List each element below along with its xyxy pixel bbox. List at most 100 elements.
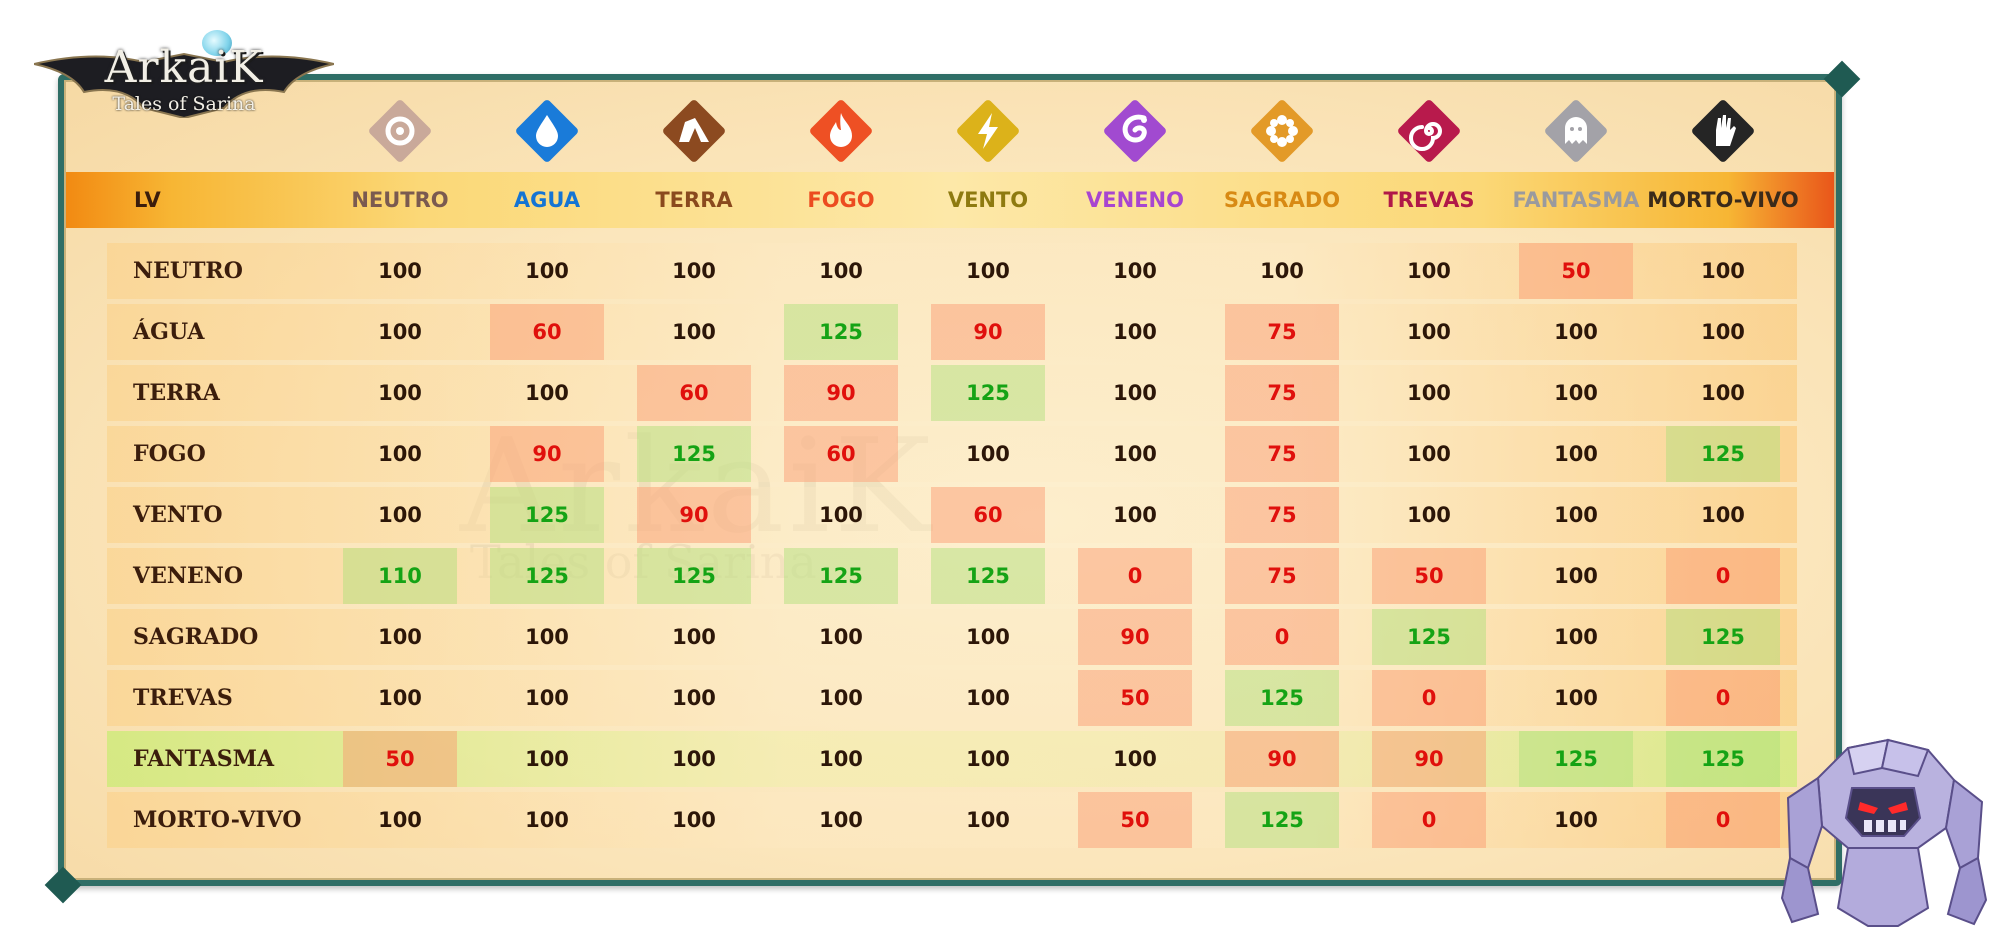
damage-cell: 100 [1407,442,1451,466]
damage-cell: 100 [1407,259,1451,283]
damage-cell: 100 [1407,503,1451,527]
damage-cell: 100 [378,686,422,710]
damage-cell: 100 [672,686,716,710]
damage-cell: 75 [1225,487,1339,543]
undead-hand-icon [1692,100,1754,162]
damage-cell: 90 [637,487,751,543]
damage-cell: 100 [525,808,569,832]
row-label-agua: ÁGUA [133,319,205,345]
damage-cell: 100 [378,808,422,832]
damage-cell: 125 [1372,609,1486,665]
damage-cell: 100 [525,747,569,771]
damage-cell: 100 [819,259,863,283]
stone-golem-mascot-icon [1780,738,1988,927]
column-header-veneno: VENENO [1086,188,1184,212]
damage-cell: 100 [525,381,569,405]
water-drop-icon [516,100,578,162]
damage-cell: 100 [1407,320,1451,344]
damage-cell: 50 [1078,670,1192,726]
damage-cell: 100 [1701,381,1745,405]
logo-wings-icon [34,52,334,118]
row-label-fogo: FOGO [133,441,206,467]
damage-cell: 100 [378,442,422,466]
damage-cell: 100 [819,808,863,832]
damage-cell: 100 [378,381,422,405]
table-row [107,548,1797,604]
logo-orb-icon [202,30,232,56]
table-row [107,243,1797,299]
damage-cell: 100 [819,503,863,527]
damage-cell: 100 [1554,625,1598,649]
column-header-vento: VENTO [947,188,1029,212]
damage-cell: 100 [966,686,1010,710]
table-row [107,365,1797,421]
row-label-morto-vivo: MORTO-VIVO [133,807,302,833]
header-band [66,172,1834,228]
damage-cell: 60 [784,426,898,482]
column-header-terra: TERRA [655,188,733,212]
damage-cell: 100 [1113,442,1157,466]
damage-cell: 100 [966,808,1010,832]
damage-cell: 125 [637,548,751,604]
damage-cell: 100 [672,625,716,649]
column-header-sagrado: SAGRADO [1223,188,1341,212]
damage-cell: 110 [343,548,457,604]
damage-cell: 100 [1701,259,1745,283]
damage-cell: 125 [637,426,751,482]
damage-cell: 100 [1554,564,1598,588]
damage-cell: 100 [672,808,716,832]
damage-cell: 100 [1554,381,1598,405]
damage-cell: 100 [1113,503,1157,527]
damage-cell: 100 [966,747,1010,771]
damage-cell: 125 [490,548,604,604]
damage-cell: 90 [1225,731,1339,787]
damage-cell: 100 [1407,381,1451,405]
damage-cell: 90 [1078,609,1192,665]
damage-cell: 75 [1225,304,1339,360]
damage-cell: 0 [1666,792,1780,848]
row-label-veneno: VENENO [133,563,243,589]
row-label-sagrado: SAGRADO [133,624,259,650]
holy-flower-icon [1251,100,1313,162]
damage-cell: 100 [672,259,716,283]
damage-cell: 0 [1666,548,1780,604]
column-header-morto-vivo: MORTO-VIVO [1647,188,1799,212]
damage-cell: 0 [1225,609,1339,665]
damage-cell: 60 [637,365,751,421]
column-header-fantasma: FANTASMA [1512,188,1640,212]
column-header-trevas: TREVAS [1383,188,1475,212]
column-header-agua: AGUA [513,188,581,212]
damage-cell: 100 [378,503,422,527]
damage-cell: 0 [1078,548,1192,604]
table-row [107,487,1797,543]
column-header-neutro: NEUTRO [351,188,449,212]
damage-cell: 50 [1519,243,1633,299]
damage-cell: 100 [1701,503,1745,527]
damage-cell: 50 [343,731,457,787]
damage-cell: 100 [819,747,863,771]
damage-cell: 60 [931,487,1045,543]
poison-serpent-icon [1104,100,1166,162]
damage-cell: 125 [784,304,898,360]
table-row [107,670,1797,726]
damage-cell: 50 [1372,548,1486,604]
ghost-icon [1545,100,1607,162]
table-row [107,426,1797,482]
row-label-fantasma: FANTASMA [133,746,275,772]
damage-cell: 100 [672,320,716,344]
lightning-bolt-icon [957,100,1019,162]
damage-cell: 90 [1372,731,1486,787]
damage-cell: 100 [1554,503,1598,527]
row-label-trevas: TREVAS [133,685,233,711]
row-label-vento: VENTO [133,502,223,528]
damage-cell: 100 [525,625,569,649]
damage-cell: 100 [1113,259,1157,283]
damage-cell: 100 [1701,320,1745,344]
damage-cell: 125 [1666,426,1780,482]
damage-cell: 50 [1078,792,1192,848]
darkness-spiral-icon [1398,100,1460,162]
damage-cell: 90 [490,426,604,482]
table-row [107,731,1797,787]
damage-cell: 100 [1113,320,1157,344]
damage-cell: 100 [1554,320,1598,344]
